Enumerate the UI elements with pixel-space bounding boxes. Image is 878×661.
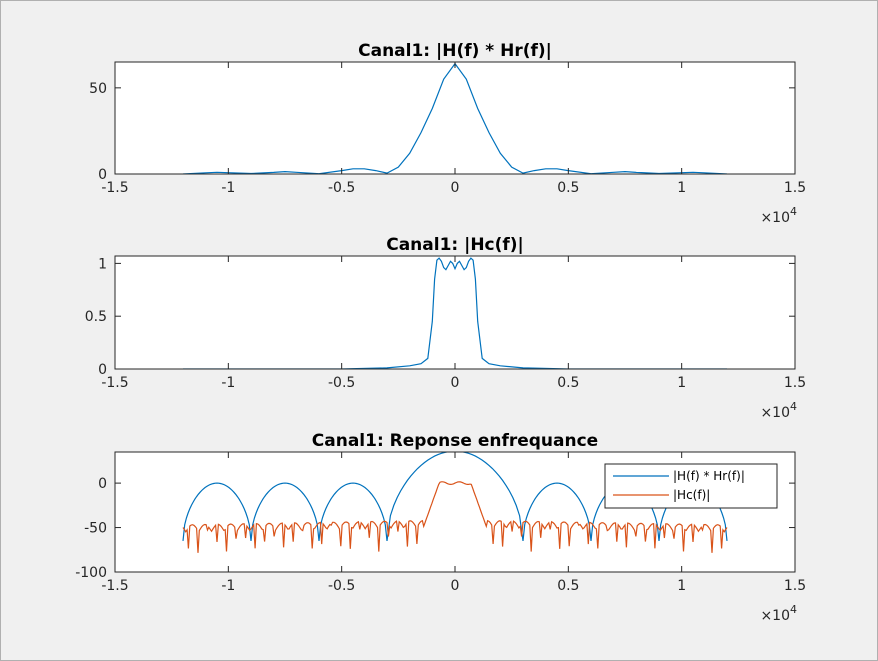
plot-area <box>115 256 795 369</box>
y-tick-label: 0.5 <box>85 309 107 325</box>
series-group <box>183 257 727 369</box>
y-tick-label: 0 <box>98 362 107 378</box>
x-tick-label: 0 <box>451 375 460 391</box>
plot-area <box>115 62 795 174</box>
x-tick-label: -1.5 <box>101 180 128 196</box>
x-tick-label: 1 <box>677 578 686 594</box>
x-tick-label: -1.5 <box>101 375 128 391</box>
legend-entry-label: |Hc(f)| <box>673 488 710 502</box>
y-tick-label: 0 <box>98 476 107 492</box>
subplot-3: -1.5 -1 -0.5 0 0.5 1 1.5 -100 -50 0 Canal1: Repons… <box>75 431 806 624</box>
x-tick-label: 1 <box>677 375 686 391</box>
subplot-1: -1.5 -1 -0.5 0 0.5 1 1.5 0 50 Canal1: |H(f) * Hr(… <box>89 41 806 226</box>
y-tick-label: -100 <box>75 565 107 581</box>
x-tick-label: 0.5 <box>557 375 579 391</box>
x-exponent-label: ×104 <box>760 205 797 226</box>
subplot-title: Canal1: |H(f) * Hr(f)| <box>358 41 552 61</box>
x-tick-label: 1 <box>677 180 686 196</box>
x-tick-label: -1.5 <box>101 578 128 594</box>
series-line-1 <box>183 257 727 369</box>
x-tick-label: -1 <box>221 375 235 391</box>
legend[interactable]: |H(f) * Hr(f)| |Hc(f)| <box>604 463 778 509</box>
x-tick-label: 0.5 <box>557 180 579 196</box>
x-tick-label: 1.5 <box>784 180 806 196</box>
x-tick-label: 0.5 <box>557 578 579 594</box>
x-tick-label: -0.5 <box>328 578 355 594</box>
x-tick-label: 1.5 <box>784 375 806 391</box>
x-tick-label: -1 <box>221 180 235 196</box>
x-exponent-label: ×104 <box>760 400 797 421</box>
x-tick-label: -1 <box>221 578 235 594</box>
y-tick-label: 0 <box>98 167 107 183</box>
x-tick-label: -0.5 <box>328 180 355 196</box>
x-exponent-label: ×104 <box>760 603 797 624</box>
x-tick-label: 0 <box>451 578 460 594</box>
y-tick-label: -50 <box>84 521 107 537</box>
x-tick-label: 0 <box>451 180 460 196</box>
x-tick-label: 1.5 <box>784 578 806 594</box>
subplot-2: -1.5 -1 -0.5 0 0.5 1 1.5 0 0.5 1 Canal1: |Hc(f)| ×1… <box>85 235 806 421</box>
x-tick-label: -0.5 <box>328 375 355 391</box>
series-line-2 <box>182 481 728 553</box>
subplot-title: Canal1: Reponse enfrequance <box>312 431 598 451</box>
y-tick-label: 50 <box>89 81 107 97</box>
legend-box <box>604 463 778 509</box>
subplot-title: Canal1: |Hc(f)| <box>386 235 524 255</box>
legend-entry-label: |H(f) * Hr(f)| <box>673 469 745 483</box>
y-tick-label: 1 <box>98 256 107 272</box>
